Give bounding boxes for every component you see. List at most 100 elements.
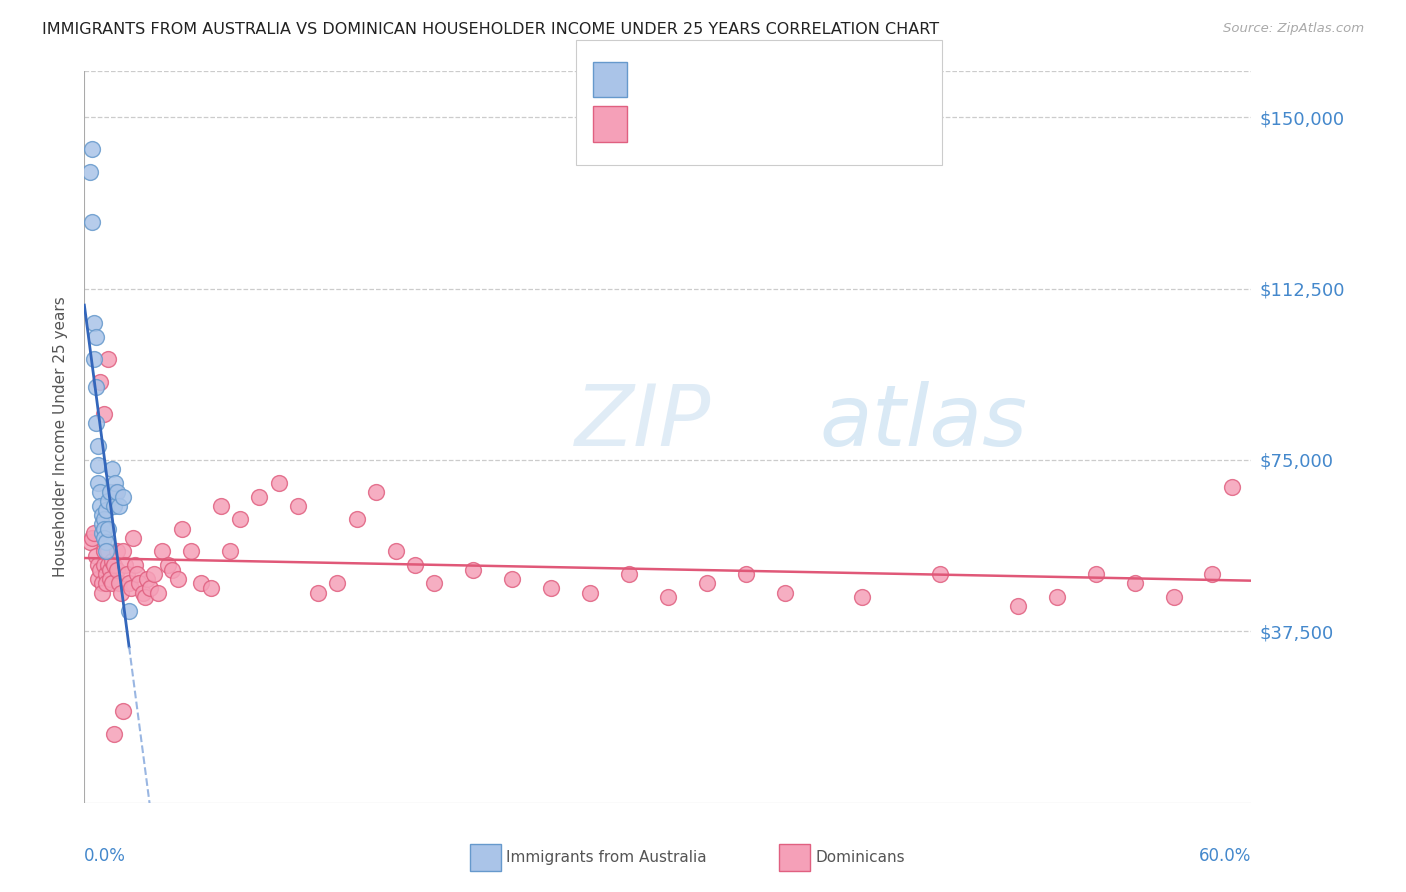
Point [82, 142, 104, 156]
Point [87, 439, 110, 453]
Point [160, 563, 183, 577]
Text: R =: R = [633, 115, 669, 133]
Point [150, 544, 173, 558]
Point [249, 490, 271, 504]
Point [98, 484, 121, 499]
Point [84, 329, 107, 343]
Point [103, 558, 125, 573]
Point [84, 380, 107, 394]
Point [1163, 590, 1185, 604]
Point [112, 705, 135, 719]
Point [114, 558, 136, 573]
Point [120, 581, 142, 595]
Point [83, 316, 105, 330]
Point [98, 563, 121, 577]
Point [125, 567, 148, 582]
Point [89, 499, 111, 513]
Point [84, 417, 107, 431]
Point [346, 512, 368, 526]
Point [219, 544, 242, 558]
Point [190, 576, 212, 591]
Point [82, 215, 104, 229]
Point [267, 475, 290, 490]
Point [170, 521, 193, 535]
Text: -0.000: -0.000 [675, 115, 740, 133]
Point [135, 572, 157, 586]
Point [89, 375, 111, 389]
Point [1046, 590, 1069, 604]
Point [143, 567, 166, 582]
Point [93, 544, 115, 558]
Point [107, 544, 129, 558]
Point [87, 572, 110, 586]
Text: Source: ZipAtlas.com: Source: ZipAtlas.com [1223, 22, 1364, 36]
Text: IMMIGRANTS FROM AUSTRALIA VS DOMINICAN HOUSEHOLDER INCOME UNDER 25 YEARS CORRELA: IMMIGRANTS FROM AUSTRALIA VS DOMINICAN H… [42, 22, 939, 37]
Text: N =: N = [738, 70, 775, 88]
Point [97, 494, 120, 508]
Text: Immigrants from Australia: Immigrants from Australia [506, 850, 707, 864]
Point [103, 499, 125, 513]
Point [98, 572, 121, 586]
Point [540, 581, 562, 595]
Point [93, 512, 115, 526]
Point [89, 563, 111, 577]
Text: 60.0%: 60.0% [1199, 847, 1251, 864]
Text: R =: R = [633, 70, 669, 88]
Text: 0.0%: 0.0% [84, 847, 127, 864]
Text: N =: N = [738, 115, 775, 133]
Point [93, 531, 115, 545]
Point [773, 585, 796, 599]
Point [108, 499, 131, 513]
Point [148, 585, 170, 599]
Point [97, 352, 120, 367]
Point [97, 544, 120, 558]
Point [79, 535, 101, 549]
Point [287, 499, 309, 513]
Point [579, 585, 602, 599]
Point [128, 576, 150, 591]
Point [94, 576, 117, 591]
Point [82, 531, 104, 545]
Point [94, 567, 117, 582]
Point [104, 475, 127, 490]
Point [94, 535, 117, 549]
Point [1123, 576, 1146, 591]
Point [107, 563, 129, 577]
Point [501, 572, 523, 586]
Text: ZIP: ZIP [575, 381, 711, 464]
Point [93, 407, 115, 421]
Text: 84: 84 [780, 115, 806, 133]
Point [107, 484, 129, 499]
Point [100, 553, 122, 567]
Point [657, 590, 679, 604]
Point [118, 576, 141, 591]
Point [100, 462, 122, 476]
Point [734, 567, 756, 582]
Point [366, 484, 388, 499]
Point [100, 576, 122, 591]
Point [104, 484, 127, 499]
Point [90, 526, 112, 541]
Point [1007, 599, 1029, 614]
Point [83, 526, 105, 541]
Point [103, 727, 125, 741]
Point [1201, 567, 1223, 582]
Point [112, 544, 135, 558]
Point [384, 544, 406, 558]
Point [94, 503, 117, 517]
Point [423, 576, 446, 591]
Point [139, 581, 162, 595]
Point [134, 590, 156, 604]
Point [929, 567, 952, 582]
Point [115, 567, 138, 582]
Point [87, 475, 110, 490]
Point [209, 499, 232, 513]
Point [93, 558, 115, 573]
Point [326, 576, 349, 591]
Point [97, 558, 120, 573]
Point [118, 604, 141, 618]
Text: 0.067: 0.067 [675, 70, 731, 88]
Y-axis label: Householder Income Under 25 years: Householder Income Under 25 years [53, 297, 69, 577]
Point [696, 576, 718, 591]
Point [166, 572, 188, 586]
